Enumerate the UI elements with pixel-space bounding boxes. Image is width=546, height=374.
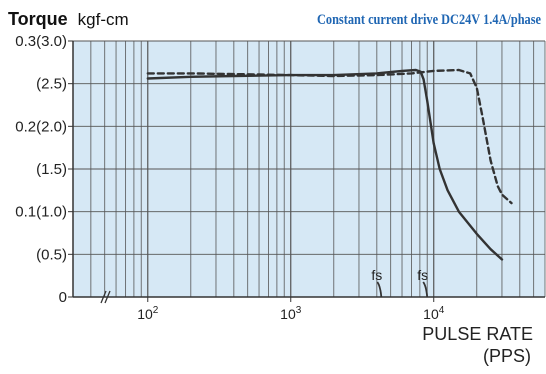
x-axis-label-line2: (PPS) (483, 346, 531, 366)
x-tick-labels: 102 103 104 (137, 297, 445, 322)
series-line-dashed (146, 68, 513, 205)
fs-marker-label: fs (371, 267, 382, 283)
series-lines (146, 68, 513, 261)
drive-condition-title: Constant current drive DC24V 1.4A/phase (317, 12, 541, 28)
y-tick-label: (2.5) (36, 76, 67, 93)
fs-markers: fs fs (371, 267, 429, 298)
y-tick-label: (0.5) (36, 246, 67, 263)
torque-label: Torque kgf-cm (8, 9, 129, 29)
fs-marker-line (376, 281, 383, 298)
y-tick-labels: 0 (0.5) 0.1(1.0) (1.5) 0.2(2.0) (2.5) 0.3(3.0) (15, 33, 73, 306)
x-tick-label: 104 (423, 305, 445, 322)
y-tick-label: 0.1(1.0) (15, 204, 67, 221)
torque-unit: kgf-cm (78, 10, 129, 29)
grid (72, 40, 546, 297)
fs-marker-label: fs (417, 267, 428, 283)
axis-break-icon (100, 290, 111, 304)
y-tick-label: 0 (59, 289, 67, 306)
x-tick-label: 102 (137, 305, 159, 322)
y-tick-label: 0.3(3.0) (15, 33, 67, 50)
torque-label-bold: Torque (8, 9, 68, 29)
x-tick-label: 103 (280, 305, 302, 322)
fs-marker-line (422, 281, 429, 298)
x-axis-label-line1: PULSE RATE (422, 324, 533, 344)
y-tick-label: 0.2(2.0) (15, 118, 67, 135)
y-tick-label: (1.5) (36, 161, 67, 178)
